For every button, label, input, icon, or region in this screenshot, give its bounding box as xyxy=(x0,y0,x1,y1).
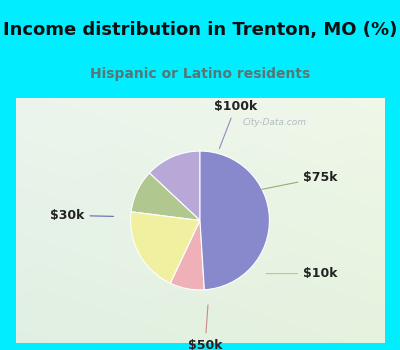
Text: $30k: $30k xyxy=(50,209,114,222)
Wedge shape xyxy=(200,151,270,290)
Text: Income distribution in Trenton, MO (%): Income distribution in Trenton, MO (%) xyxy=(3,21,397,39)
Text: $10k: $10k xyxy=(266,267,338,280)
Text: $50k: $50k xyxy=(188,305,222,350)
Text: City-Data.com: City-Data.com xyxy=(242,118,306,127)
Wedge shape xyxy=(131,173,200,220)
Text: $100k: $100k xyxy=(214,100,257,148)
Wedge shape xyxy=(149,151,200,220)
Text: $75k: $75k xyxy=(262,171,338,189)
Wedge shape xyxy=(130,212,200,283)
Text: Hispanic or Latino residents: Hispanic or Latino residents xyxy=(90,67,310,81)
Wedge shape xyxy=(170,220,204,290)
